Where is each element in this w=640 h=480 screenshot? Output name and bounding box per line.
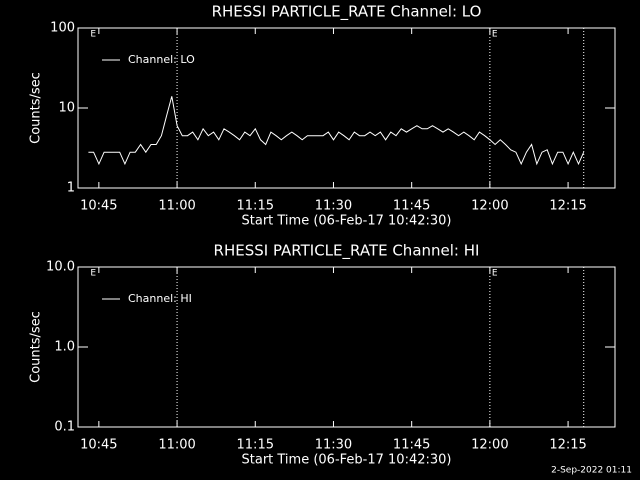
x-tick-label: 11:00 bbox=[158, 438, 195, 453]
x-tick-label: 11:45 bbox=[393, 438, 430, 453]
x-tick-label: 11:30 bbox=[315, 199, 352, 214]
x-tick-label: 11:00 bbox=[158, 199, 195, 214]
annotation: E bbox=[90, 269, 96, 279]
plot-frame bbox=[77, 266, 616, 428]
x-tick-label: 12:00 bbox=[471, 438, 508, 453]
x-tick-label: 11:45 bbox=[393, 199, 430, 214]
y-axis-label: Counts/sec bbox=[29, 72, 44, 144]
chart-title: RHESSI PARTICLE_RATE Channel: HI bbox=[214, 242, 480, 261]
y-tick-label: 0.1 bbox=[54, 420, 75, 435]
x-tick-label: 11:15 bbox=[237, 438, 274, 453]
y-tick-label: 1 bbox=[67, 181, 75, 196]
x-axis-label: Start Time (06-Feb-17 10:42:30) bbox=[242, 453, 452, 468]
x-tick-label: 10:45 bbox=[80, 199, 117, 214]
y-tick-label: 1.0 bbox=[54, 340, 75, 355]
y-tick-label: 100 bbox=[50, 21, 75, 36]
annotation: E bbox=[492, 269, 498, 279]
annotation: E bbox=[90, 30, 96, 40]
x-tick-label: 12:15 bbox=[549, 199, 586, 214]
x-tick-label: 11:30 bbox=[315, 438, 352, 453]
y-tick-label: 10.0 bbox=[46, 260, 75, 275]
plot-frame bbox=[77, 27, 616, 189]
timestamp: 2-Sep-2022 01:11 bbox=[551, 466, 632, 476]
legend-label: Channel: HI bbox=[128, 292, 192, 305]
x-tick-label: 11:15 bbox=[237, 199, 274, 214]
x-axis-label: Start Time (06-Feb-17 10:42:30) bbox=[242, 214, 452, 229]
y-tick-label: 10 bbox=[58, 101, 75, 116]
x-tick-label: 12:00 bbox=[471, 199, 508, 214]
x-tick-label: 12:15 bbox=[549, 438, 586, 453]
legend-label: Channel: LO bbox=[128, 53, 195, 66]
chart-title: RHESSI PARTICLE_RATE Channel: LO bbox=[212, 3, 482, 22]
x-tick-label: 10:45 bbox=[80, 438, 117, 453]
data-line bbox=[88, 96, 585, 166]
annotation: E bbox=[492, 30, 498, 40]
y-axis-label: Counts/sec bbox=[29, 311, 44, 383]
